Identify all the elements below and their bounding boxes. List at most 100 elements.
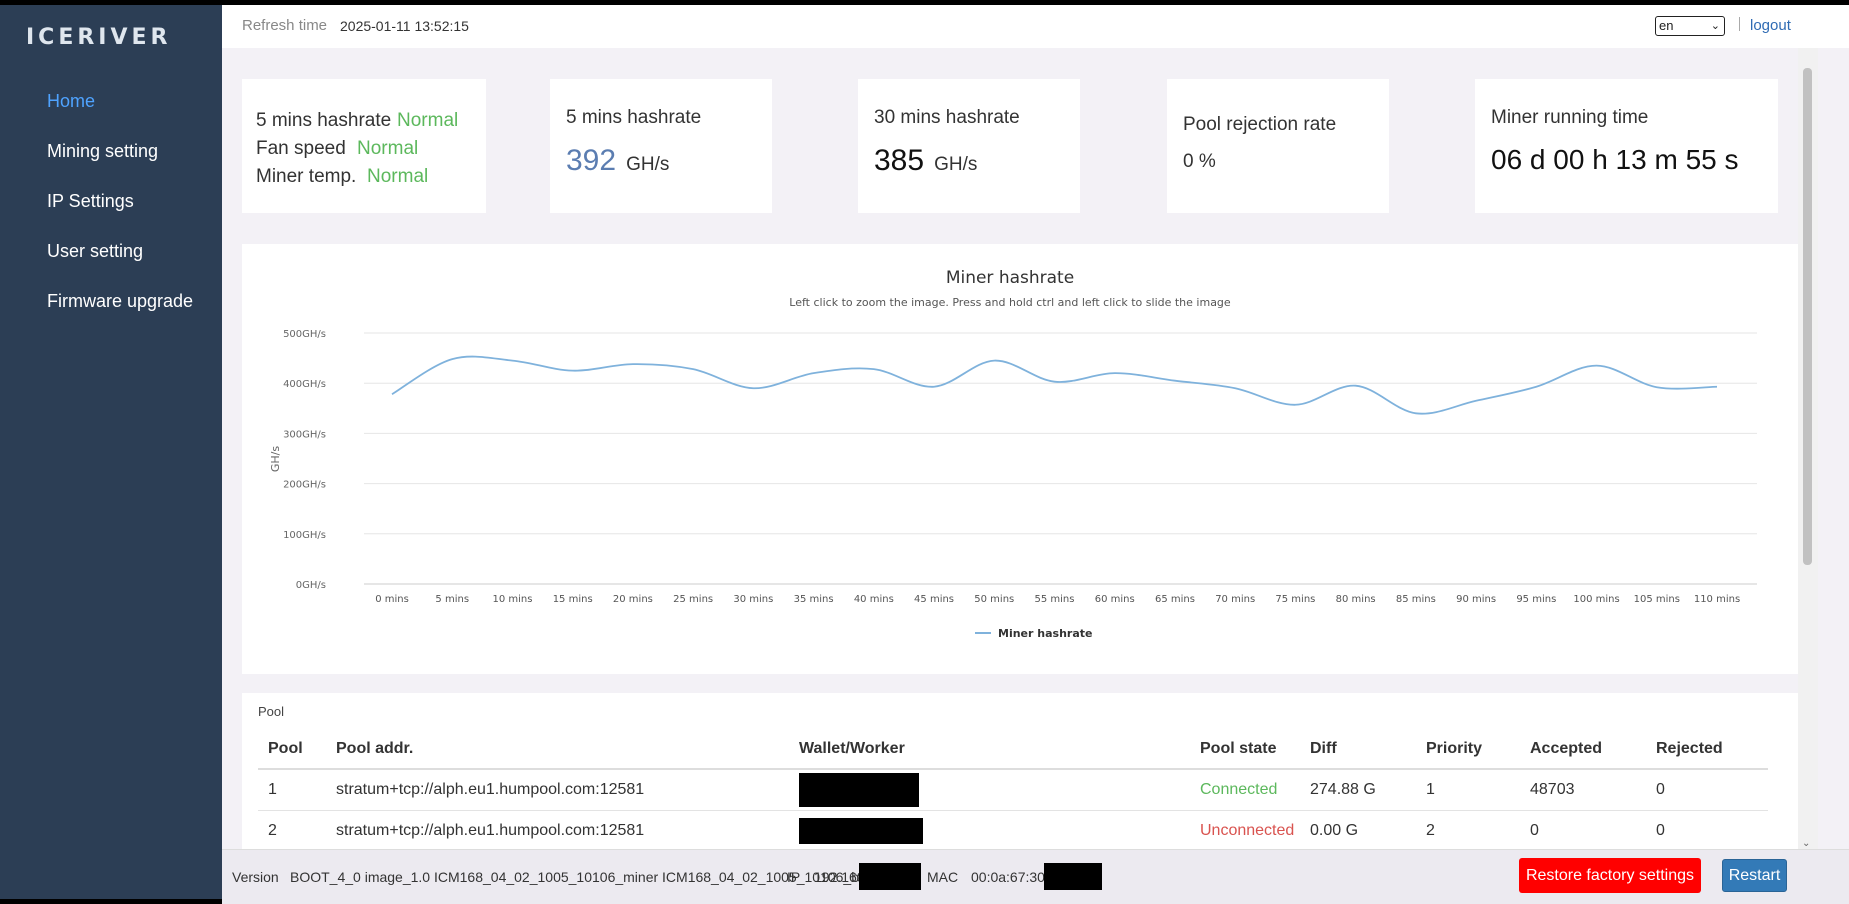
col-rejected: Rejected <box>1646 729 1768 770</box>
data-point[interactable] <box>992 359 996 363</box>
data-point[interactable] <box>1715 385 1719 389</box>
hashrate-5min-card: 5 mins hashrate 392 GH/s <box>550 79 772 213</box>
restore-factory-settings-button[interactable]: Restore factory settings <box>1519 858 1701 893</box>
pool-section-label: Pool <box>258 704 285 719</box>
header-bar: Refresh time 2025-01-11 13:52:15 en ⌄ lo… <box>222 5 1849 48</box>
sidebar: ICERIVER Home Mining setting IP Settings… <box>0 5 222 899</box>
data-point[interactable] <box>1293 403 1297 407</box>
data-point[interactable] <box>691 367 695 371</box>
redacted-ip <box>859 863 921 890</box>
data-point[interactable] <box>1534 385 1538 389</box>
rejection-rate-value: 0 % <box>1183 151 1216 172</box>
cell-rejected: 0 <box>1646 769 1768 811</box>
data-point[interactable] <box>1113 371 1117 375</box>
cell-priority: 2 <box>1416 810 1520 852</box>
status-card: 5 mins hashrate Normal Fan speed Normal … <box>242 79 486 213</box>
mac-label: MAC <box>927 869 959 885</box>
data-point[interactable] <box>631 362 635 366</box>
scroll-down-arrow-icon[interactable]: ⌄ <box>1802 838 1811 849</box>
data-point[interactable] <box>1414 411 1418 415</box>
x-tick-label: 25 mins <box>673 594 713 605</box>
hashrate-30min-value-wrap: 385 GH/s <box>874 144 977 178</box>
chart-grid <box>364 332 1757 585</box>
col-pool-state: Pool state <box>1190 729 1300 770</box>
cell-pool: 1 <box>258 769 326 811</box>
version-label: Version <box>232 869 279 885</box>
x-tick-label: 45 mins <box>914 594 954 605</box>
chart-x-ticks: 0 mins 5 mins 10 mins 15 mins 20 mins 25 mins… <box>375 594 1740 605</box>
data-point[interactable] <box>510 359 514 363</box>
y-tick-label: 200GH/s <box>283 480 326 491</box>
running-time-card: Miner running time 06 d 00 h 13 m 55 s <box>1475 79 1778 213</box>
logout-link[interactable]: logout <box>1750 17 1791 34</box>
pool-table-header: Pool Pool addr. Wallet/Worker Pool state… <box>258 729 1768 770</box>
scrollbar-thumb[interactable] <box>1803 68 1812 565</box>
hashrate-5min-value-wrap: 392 GH/s <box>566 144 669 178</box>
data-point[interactable] <box>1233 386 1237 390</box>
data-point[interactable] <box>1053 380 1057 384</box>
x-tick-label: 40 mins <box>854 594 894 605</box>
hashrate-chart-card[interactable]: Miner hashrate Left click to zoom the im… <box>242 244 1800 674</box>
data-point[interactable] <box>390 392 394 396</box>
version-value: BOOT_4_0 image_1.0 ICM168_04_02_1005_101… <box>290 869 867 885</box>
status-label-fan: Fan speed <box>256 138 346 159</box>
hashrate-5min-unit: GH/s <box>626 154 670 175</box>
data-point[interactable] <box>751 386 755 390</box>
status-value-temp: Normal <box>367 166 429 187</box>
x-tick-label: 35 mins <box>794 594 834 605</box>
cell-diff: 0.00 G <box>1300 810 1416 852</box>
data-point[interactable] <box>932 385 936 389</box>
cell-diff: 274.88 G <box>1300 769 1416 811</box>
restart-button[interactable]: Restart <box>1722 859 1787 892</box>
hashrate-chart[interactable]: Miner hashrate Left click to zoom the im… <box>242 244 1800 674</box>
redacted-wallet <box>799 817 923 844</box>
header-divider <box>1739 17 1740 31</box>
y-tick-label: 300GH/s <box>283 429 326 440</box>
status-label-temp: Miner temp. <box>256 166 357 187</box>
y-tick-label: 0GH/s <box>296 580 326 591</box>
data-point[interactable] <box>450 357 454 361</box>
data-point[interactable] <box>872 367 876 371</box>
y-tick-label: 400GH/s <box>283 379 326 390</box>
cell-priority: 1 <box>1416 769 1520 811</box>
y-tick-label: 100GH/s <box>283 530 326 541</box>
sidebar-item-ip-settings[interactable]: IP Settings <box>47 191 134 211</box>
sidebar-item-firmware-upgrade[interactable]: Firmware upgrade <box>47 291 194 311</box>
sidebar-item-home[interactable]: Home <box>47 91 96 111</box>
legend-label[interactable]: Miner hashrate <box>998 627 1092 640</box>
data-point[interactable] <box>1173 379 1177 383</box>
running-time-title: Miner running time <box>1491 107 1649 128</box>
col-pool-addr: Pool addr. <box>326 729 789 770</box>
data-point[interactable] <box>1655 385 1659 389</box>
x-tick-label: 75 mins <box>1275 594 1315 605</box>
hashrate-5min-value: 392 <box>566 144 617 177</box>
x-tick-label: 85 mins <box>1396 594 1436 605</box>
x-tick-label: 110 mins <box>1694 594 1740 605</box>
chart-y-ticks: 0GH/s 100GH/s 200GH/s 300GH/s 400GH/s 500GH/s <box>283 329 326 591</box>
x-tick-label: 105 mins <box>1634 594 1680 605</box>
x-tick-label: 70 mins <box>1215 594 1255 605</box>
data-point[interactable] <box>571 369 575 373</box>
status-value-fan: Normal <box>357 138 419 159</box>
x-tick-label: 5 mins <box>435 594 469 605</box>
x-tick-label: 50 mins <box>974 594 1014 605</box>
sidebar-item-user-setting[interactable]: User setting <box>47 241 144 261</box>
data-point[interactable] <box>1354 384 1358 388</box>
chart-data-points <box>390 357 1719 415</box>
rejection-rate-card: Pool rejection rate 0 % <box>1167 79 1389 213</box>
language-select[interactable]: en ⌄ <box>1655 16 1725 36</box>
data-point[interactable] <box>812 371 816 375</box>
page-scrollbar[interactable]: ⌄ <box>1798 48 1849 854</box>
x-tick-label: 30 mins <box>733 594 773 605</box>
hashrate-30min-value: 385 <box>874 144 925 177</box>
data-point[interactable] <box>1474 399 1478 403</box>
table-row: 1 stratum+tcp://alph.eu1.humpool.com:125… <box>258 769 1768 811</box>
x-tick-label: 100 mins <box>1573 594 1619 605</box>
sidebar-item-mining-setting[interactable]: Mining setting <box>47 141 159 161</box>
col-accepted: Accepted <box>1520 729 1646 770</box>
cell-pool: 2 <box>258 810 326 852</box>
cell-pool-state: Unconnected <box>1190 810 1300 852</box>
data-point[interactable] <box>1595 364 1599 368</box>
ip-label: IP <box>787 869 801 885</box>
mac-value: 00:0a:67:30 <box>971 869 1045 885</box>
